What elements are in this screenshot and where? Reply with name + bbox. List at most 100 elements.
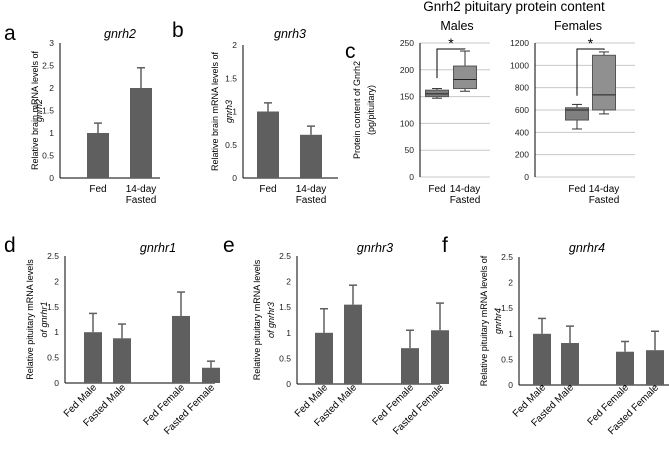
panel-letter-e: e — [223, 234, 235, 257]
chart-d-ytick-label: 2 — [54, 276, 59, 286]
chart-c-males-ylabel: Protein content of Gnrh2 — [352, 61, 362, 159]
chart-b-ytick-label: 1.5 — [225, 73, 237, 83]
chart-a-ytick-label: 1 — [49, 128, 54, 138]
chart-c-males-significance-star: * — [448, 35, 454, 51]
chart-c-females-ytick-label: 400 — [515, 127, 529, 137]
chart-b-ylabel-line2: gnrh3 — [224, 100, 234, 123]
chart-c-males-significance-bracket — [436, 48, 466, 79]
chart-e-ytick-label: 0 — [286, 379, 291, 389]
chart-f-ytick-label: 0 — [508, 380, 513, 390]
chart-c-males-ytick-label: 50 — [405, 145, 415, 155]
panel-letter-f: f — [442, 234, 448, 257]
chart-a-xtick-label: 14-day Fasted — [126, 184, 157, 206]
chart-c-males-ytick-label: 0 — [409, 172, 414, 182]
chart-d-bar — [202, 367, 220, 383]
chart-a-ylabel: Relative brain mRNA levels of — [30, 50, 40, 170]
chart-c-males-ytick-label: 100 — [400, 118, 414, 128]
chart-a-ytick-label: 0 — [49, 173, 54, 183]
chart-f-ytick-label: 2 — [508, 278, 513, 288]
protein-content-heading: Gnrh2 pituitary protein content — [423, 0, 605, 14]
chart-d-bar — [172, 315, 190, 383]
chart-b-xtick-label: Fed — [259, 184, 276, 195]
panel-letter-a: a — [4, 22, 16, 45]
chart-c-females-ytick-label: 600 — [515, 105, 529, 115]
chart-e-title: gnrhr3 — [357, 241, 393, 255]
chart-c-females-ytick-label: 200 — [515, 150, 529, 160]
chart-d-bar — [84, 332, 102, 383]
chart-d-ytick-label: 1.5 — [47, 302, 59, 312]
chart-c-males-ylabel-line2: (pg/pituitary) — [366, 85, 376, 135]
chart-b-bar — [300, 134, 322, 178]
panel-letter-d: d — [4, 234, 16, 257]
chart-c-females-significance-bracket — [576, 48, 605, 96]
chart-f-bar — [533, 333, 551, 385]
chart-e-ylabel: Relative pituitary mRNA levels — [252, 259, 262, 380]
chart-b-ytick-label: 2 — [232, 40, 237, 50]
chart-f-bar — [646, 350, 664, 385]
chart-c-males-ytick-label: 200 — [400, 65, 414, 75]
chart-c-females-ytick-label: 1200 — [510, 38, 529, 48]
chart-d-bar — [113, 338, 131, 383]
chart-a-title: gnrh2 — [104, 27, 136, 41]
chart-d-ytick-label: 0 — [54, 378, 59, 388]
chart-b-bar — [257, 111, 279, 178]
chart-a-ytick-label: 2.5 — [42, 61, 54, 71]
chart-e-bar — [344, 304, 362, 384]
chart-c-males-xtick-label: Fed — [428, 184, 445, 195]
chart-d-ylabel-line2: of gnrhr1 — [39, 301, 49, 337]
chart-a-ytick-label: 2 — [49, 83, 54, 93]
chart-b-title: gnrh3 — [274, 27, 306, 41]
chart-a-ytick-label: 1.5 — [42, 106, 54, 116]
chart-a-bar — [87, 133, 109, 178]
chart-d-title: gnrhr1 — [140, 241, 176, 255]
chart-a-ytick-label: 0.5 — [42, 151, 54, 161]
chart-c-females-box — [565, 107, 589, 121]
chart-d-ytick-label: 2.5 — [47, 251, 59, 261]
chart-c-females-box — [592, 54, 616, 111]
chart-e-ytick-label: 1.5 — [279, 302, 291, 312]
chart-f-ylabel-line2: gnrhr4 — [493, 308, 503, 334]
chart-c-males-title: Males — [440, 19, 473, 33]
chart-a-bar — [130, 88, 152, 178]
chart-a-ytick-label: 3 — [49, 38, 54, 48]
chart-c-females-ytick-label: 1000 — [510, 60, 529, 70]
chart-b-xtick-label: 14-day Fasted — [296, 184, 327, 206]
chart-f-bar — [616, 351, 634, 385]
chart-c-females-xtick-label: Fed — [568, 184, 585, 195]
chart-a-ylabel-line2: gnrh2 — [34, 99, 44, 122]
chart-d-ytick-label: 0.5 — [47, 353, 59, 363]
chart-f-ylabel: Relative pituitary mRNA levels of — [479, 255, 489, 386]
chart-b-ytick-label: 0.5 — [225, 140, 237, 150]
chart-e-ytick-label: 0.5 — [279, 353, 291, 363]
chart-c-males-ytick-label: 150 — [400, 92, 414, 102]
chart-f-ytick-label: 0.5 — [501, 354, 513, 364]
chart-e-bar — [401, 348, 419, 384]
panel-letter-c: c — [345, 40, 356, 63]
chart-f-ytick-label: 2.5 — [501, 252, 513, 262]
chart-e-ylabel-line2: of gnrhr3 — [266, 302, 276, 338]
chart-c-males-ytick-label: 250 — [400, 38, 414, 48]
chart-d-ytick-label: 1 — [54, 327, 59, 337]
chart-c-males-xtick-label: 14-day Fasted — [450, 184, 481, 206]
chart-f-ytick-label: 1.5 — [501, 303, 513, 313]
chart-b-ytick-label: 1 — [232, 107, 237, 117]
chart-c-females-xtick-label: 14-day Fasted — [589, 184, 620, 206]
chart-f-title: gnrhr4 — [569, 241, 605, 255]
panel-letter-b: b — [172, 19, 184, 42]
chart-f-bar — [561, 343, 579, 385]
chart-e-bar — [431, 330, 449, 384]
chart-b-ylabel: Relative brain mRNA levels of — [210, 51, 220, 171]
chart-c-males-box — [453, 65, 477, 90]
chart-e-ytick-label: 2.5 — [279, 251, 291, 261]
chart-e-ytick-label: 1 — [286, 328, 291, 338]
chart-c-females-significance-star: * — [588, 35, 594, 51]
chart-c-females-ytick-label: 0 — [524, 172, 529, 182]
chart-c-females-ytick-label: 800 — [515, 83, 529, 93]
chart-b-ytick-label: 0 — [232, 173, 237, 183]
chart-c-males-box — [425, 89, 449, 98]
chart-a-xtick-label: Fed — [89, 184, 106, 195]
chart-e-ytick-label: 2 — [286, 277, 291, 287]
chart-f-ytick-label: 1 — [508, 329, 513, 339]
chart-d-ylabel: Relative pituitary mRNA levels — [25, 259, 35, 380]
